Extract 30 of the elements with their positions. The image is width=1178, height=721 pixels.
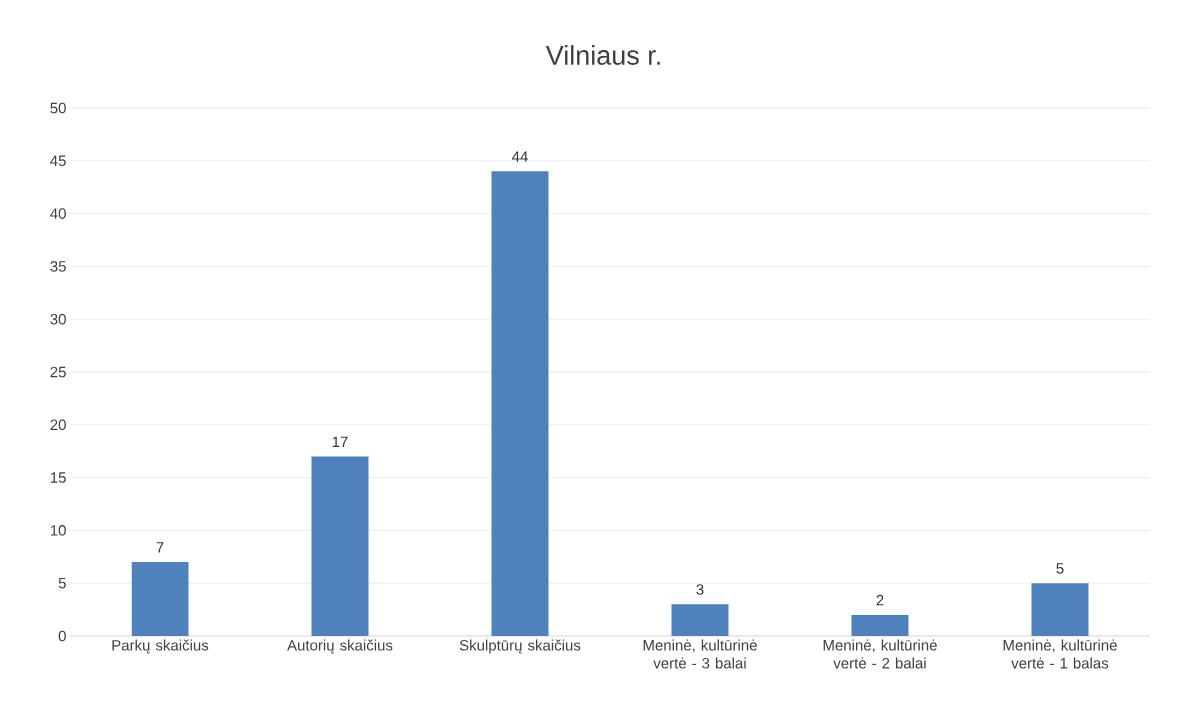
x-tick-label: Meninė, kultūrinė vertė - 1 balas	[1003, 639, 1117, 669]
y-tick-label: 45	[50, 155, 66, 167]
chart-title: Vilniaus r.	[545, 45, 660, 65]
bar	[1031, 583, 1089, 636]
data-label: 7	[156, 542, 164, 553]
bar	[671, 604, 729, 636]
y-tick-label: 10	[50, 525, 66, 536]
data-label: 5	[1056, 563, 1064, 574]
bar	[851, 614, 909, 636]
y-tick-label: 15	[50, 472, 66, 483]
y-tick-label: 50	[50, 102, 66, 114]
x-tick-label: Meninė, kultūrinė vertė - 2 balai	[823, 639, 937, 669]
x-tick-label: Meninė, kultūrinė vertė - 3 balai	[643, 639, 757, 669]
x-tick-label: Autorių skaičius	[287, 639, 393, 654]
y-tick-label: 25	[50, 366, 66, 378]
y-tick-label: 0	[58, 630, 66, 642]
x-tick-label: Skulptūrų skaičius	[459, 639, 581, 654]
data-label: 2	[876, 594, 884, 606]
data-label: 44	[511, 151, 528, 162]
x-tick-label: Parkų skaičius	[112, 639, 209, 654]
y-tick-label: 20	[50, 419, 66, 431]
bar	[311, 456, 369, 636]
y-tick-label: 35	[50, 261, 66, 272]
bar	[491, 171, 549, 636]
y-tick-label: 5	[58, 577, 66, 589]
data-label: 17	[332, 436, 348, 447]
y-tick-label: 40	[50, 208, 66, 219]
y-tick-label: 30	[50, 313, 66, 325]
data-label: 3	[696, 584, 704, 595]
bar	[131, 562, 189, 636]
